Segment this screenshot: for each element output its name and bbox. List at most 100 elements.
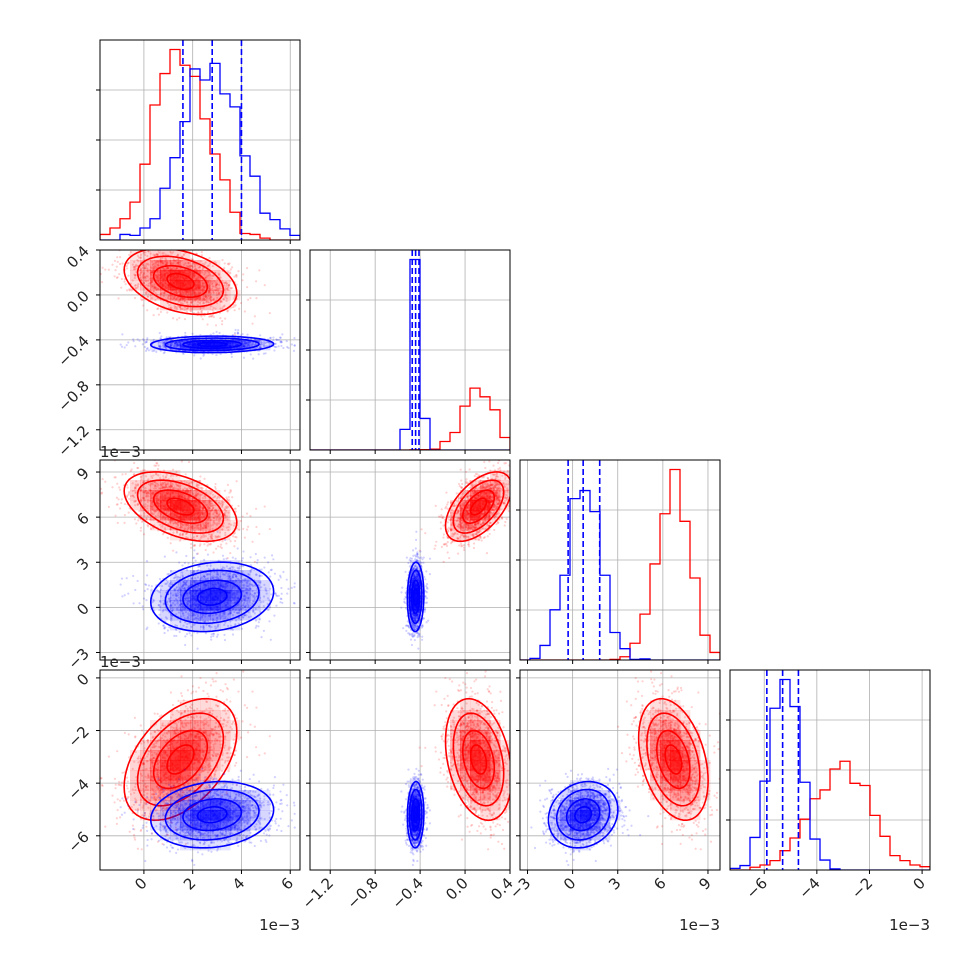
sample-point [195,525,198,528]
sample-point [265,340,268,343]
density-cell [150,280,161,291]
sample-point [277,338,280,342]
sample-point [132,340,135,343]
sample-point [142,263,145,267]
sample-point [199,475,202,478]
sample-point [197,311,200,314]
sample-point [227,284,230,287]
sample-point [195,552,199,555]
sample-point [194,267,197,270]
sample-point [221,554,225,557]
sample-point [158,577,162,581]
sample-point [194,265,197,268]
sample-point [211,352,214,356]
sample-point [212,513,215,516]
sample-point [201,487,204,490]
sample-point [263,342,266,345]
panel-frame [99,249,301,451]
density-cell [190,530,201,541]
sample-point [144,251,147,254]
sample-point [196,534,199,538]
sample-point [233,331,237,335]
sample-point [227,263,230,266]
sample-point [209,509,213,513]
sample-point [203,269,206,272]
histogram-blue [100,62,300,240]
sample-point [134,284,137,287]
sample-point [211,493,214,496]
sample-point [183,561,187,565]
sample-point [158,331,161,335]
sample-point [208,291,211,294]
sample-point [202,302,206,305]
sample-point [151,260,154,263]
density-cell [170,300,181,311]
sample-point [262,343,265,346]
sample-point [153,254,156,257]
sample-point [225,294,228,297]
sample-point [115,496,118,499]
sample-point [224,288,227,291]
sample-point [264,352,267,355]
sample-point [154,484,157,487]
sample-point [248,341,251,344]
sample-point [127,274,130,277]
sample-point [183,318,187,321]
sample-point [209,542,212,545]
sample-point [218,273,221,276]
sample-point [267,561,270,564]
sample-point [154,261,158,264]
y-tick-label: −1.2 [54,422,92,460]
sample-point [156,307,159,311]
sample-point [146,514,149,517]
sample-point [176,344,179,348]
sample-point [225,505,228,508]
sample-point [200,299,203,302]
sample-point [116,503,119,506]
sample-point [224,286,227,289]
sample-point [206,553,210,556]
sample-point [156,467,160,471]
sample-point [150,280,153,283]
sample-point [249,296,252,300]
sample-point [139,256,142,260]
sample-point [177,261,180,264]
sample-point [208,256,211,260]
sample-point [165,263,168,266]
sample-point [147,495,150,498]
sample-point [214,282,217,285]
sample-point [142,339,146,342]
sample-point [141,275,145,278]
sample-point [173,343,177,346]
sample-point [167,522,170,525]
sample-point [199,307,202,310]
sample-point [173,341,176,344]
sample-point [72,237,74,239]
sample-point [238,307,241,310]
sample-point [140,270,143,273]
sample-point [134,345,137,348]
sample-point [221,540,224,543]
sample-point [171,343,174,346]
density-cell [190,280,201,291]
sample-point [216,278,219,281]
sample-point [184,643,187,647]
sample-point [139,475,142,479]
sample-point [163,631,166,635]
sample-point [260,346,263,349]
sample-point [146,295,149,298]
sample-point [207,290,210,293]
sample-point [210,535,213,539]
sample-point [215,517,218,520]
sample-point [273,349,276,352]
sample-point [209,535,212,538]
sample-point [219,307,222,310]
sample-point [174,521,177,524]
sample-point [115,276,118,279]
sample-point [176,261,179,265]
sample-point [186,266,190,269]
sample-point [258,269,261,272]
sample-point [209,295,212,298]
sample-point [72,475,74,477]
sample-point [207,291,210,295]
